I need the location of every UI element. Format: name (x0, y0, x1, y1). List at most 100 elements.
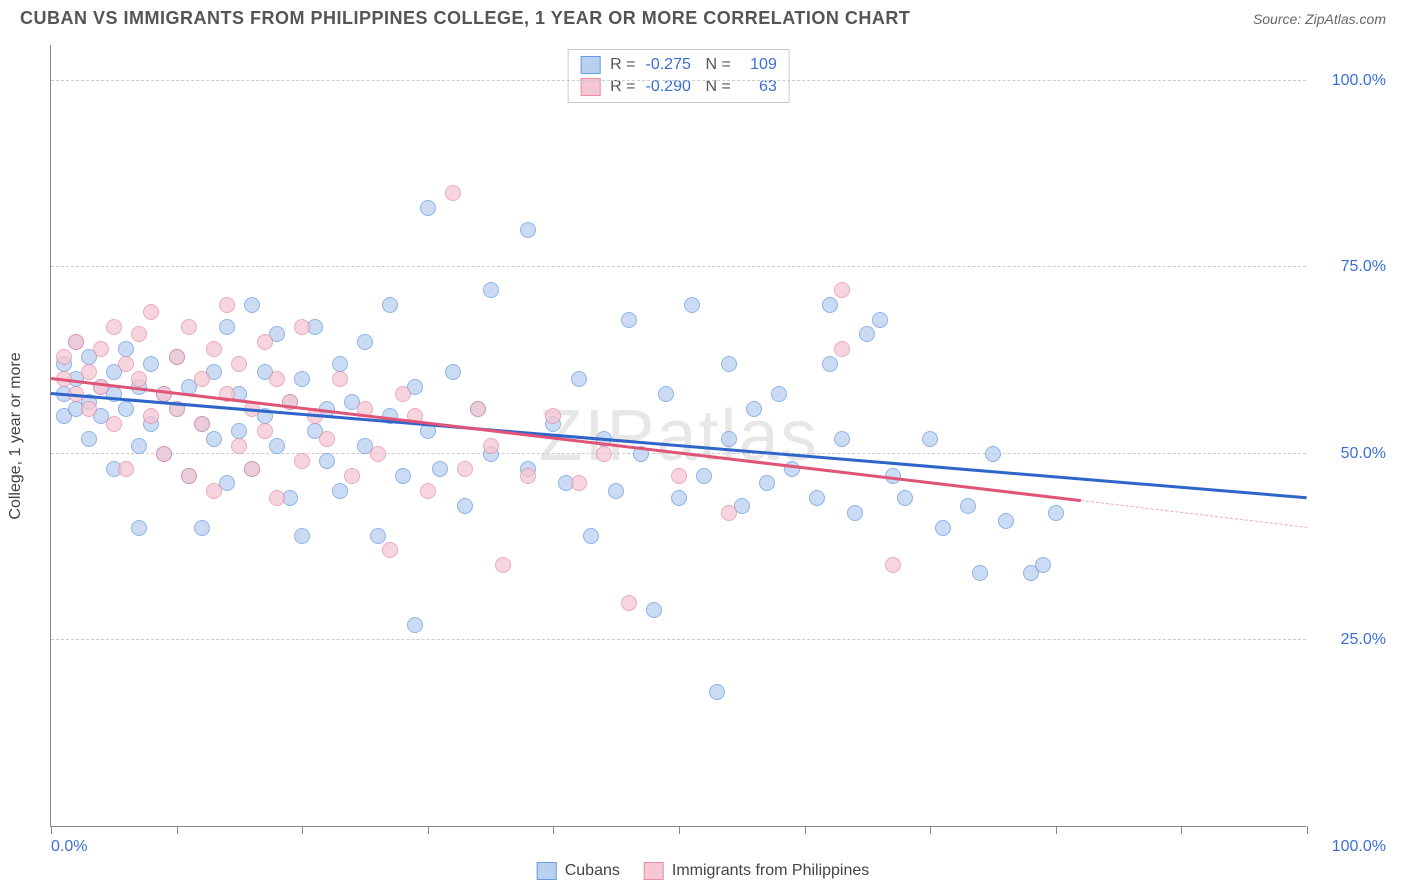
stats-r-value: -0.275 (646, 56, 696, 74)
data-point (1035, 557, 1051, 573)
legend-item: Immigrants from Philippines (644, 862, 869, 880)
data-point (131, 371, 147, 387)
data-point (118, 356, 134, 372)
x-tick (302, 826, 303, 834)
data-point (219, 319, 235, 335)
data-point (206, 341, 222, 357)
y-axis-label: College, 1 year or more (7, 352, 25, 519)
data-point (420, 483, 436, 499)
x-tick (1307, 826, 1308, 834)
data-point (370, 446, 386, 462)
legend-swatch (644, 862, 664, 880)
data-point (483, 282, 499, 298)
data-point (269, 371, 285, 387)
data-point (596, 446, 612, 462)
data-point (219, 297, 235, 313)
data-point (1048, 505, 1064, 521)
data-point (483, 438, 499, 454)
data-point (93, 379, 109, 395)
data-point (294, 319, 310, 335)
data-point (118, 401, 134, 417)
data-point (131, 438, 147, 454)
legend-label: Immigrants from Philippines (672, 862, 869, 880)
trend-line-extrapolated (1081, 500, 1307, 528)
data-point (960, 498, 976, 514)
data-point (395, 386, 411, 402)
data-point (407, 617, 423, 633)
data-point (244, 297, 260, 313)
data-point (571, 475, 587, 491)
x-tick (177, 826, 178, 834)
data-point (118, 461, 134, 477)
data-point (269, 490, 285, 506)
data-point (68, 334, 84, 350)
data-point (231, 356, 247, 372)
data-point (872, 312, 888, 328)
data-point (181, 468, 197, 484)
data-point (583, 528, 599, 544)
data-point (420, 200, 436, 216)
x-tick (805, 826, 806, 834)
data-point (646, 602, 662, 618)
data-point (169, 349, 185, 365)
chart-legend: Cubans Immigrants from Philippines (537, 862, 870, 880)
data-point (319, 453, 335, 469)
data-point (93, 341, 109, 357)
chart-title: CUBAN VS IMMIGRANTS FROM PHILIPPINES COL… (20, 8, 910, 29)
data-point (344, 468, 360, 484)
data-point (194, 371, 210, 387)
scatter-chart: ZIPatlas College, 1 year or more R =-0.2… (50, 45, 1306, 827)
data-point (194, 416, 210, 432)
data-point (156, 446, 172, 462)
data-point (696, 468, 712, 484)
data-point (56, 349, 72, 365)
data-point (231, 423, 247, 439)
data-point (671, 468, 687, 484)
data-point (658, 386, 674, 402)
data-point (721, 431, 737, 447)
y-tick-label: 100.0% (1316, 72, 1386, 90)
data-point (922, 431, 938, 447)
stats-n-label: N = (706, 56, 731, 74)
data-point (244, 461, 260, 477)
source-label: Source: ZipAtlas.com (1253, 11, 1386, 27)
data-point (457, 461, 473, 477)
data-point (847, 505, 863, 521)
data-point (684, 297, 700, 313)
data-point (859, 326, 875, 342)
data-point (294, 371, 310, 387)
data-point (294, 528, 310, 544)
data-point (985, 446, 1001, 462)
data-point (608, 483, 624, 499)
data-point (332, 356, 348, 372)
data-point (332, 371, 348, 387)
data-point (257, 334, 273, 350)
data-point (81, 364, 97, 380)
data-point (143, 408, 159, 424)
x-tick (1181, 826, 1182, 834)
data-point (81, 401, 97, 417)
data-point (370, 528, 386, 544)
x-tick-label: 100.0% (1316, 838, 1386, 856)
data-point (935, 520, 951, 536)
data-point (520, 468, 536, 484)
data-point (457, 498, 473, 514)
legend-item: Cubans (537, 862, 620, 880)
data-point (834, 282, 850, 298)
data-point (885, 557, 901, 573)
x-tick (428, 826, 429, 834)
data-point (972, 565, 988, 581)
data-point (319, 431, 335, 447)
data-point (495, 557, 511, 573)
x-tick (51, 826, 52, 834)
data-point (106, 319, 122, 335)
data-point (382, 542, 398, 558)
data-point (822, 356, 838, 372)
data-point (834, 341, 850, 357)
data-point (470, 401, 486, 417)
chart-header: CUBAN VS IMMIGRANTS FROM PHILIPPINES COL… (0, 0, 1406, 33)
data-point (118, 341, 134, 357)
stats-r-label: R = (610, 56, 635, 74)
data-point (143, 304, 159, 320)
stats-row: R =-0.275N =109 (580, 54, 777, 76)
